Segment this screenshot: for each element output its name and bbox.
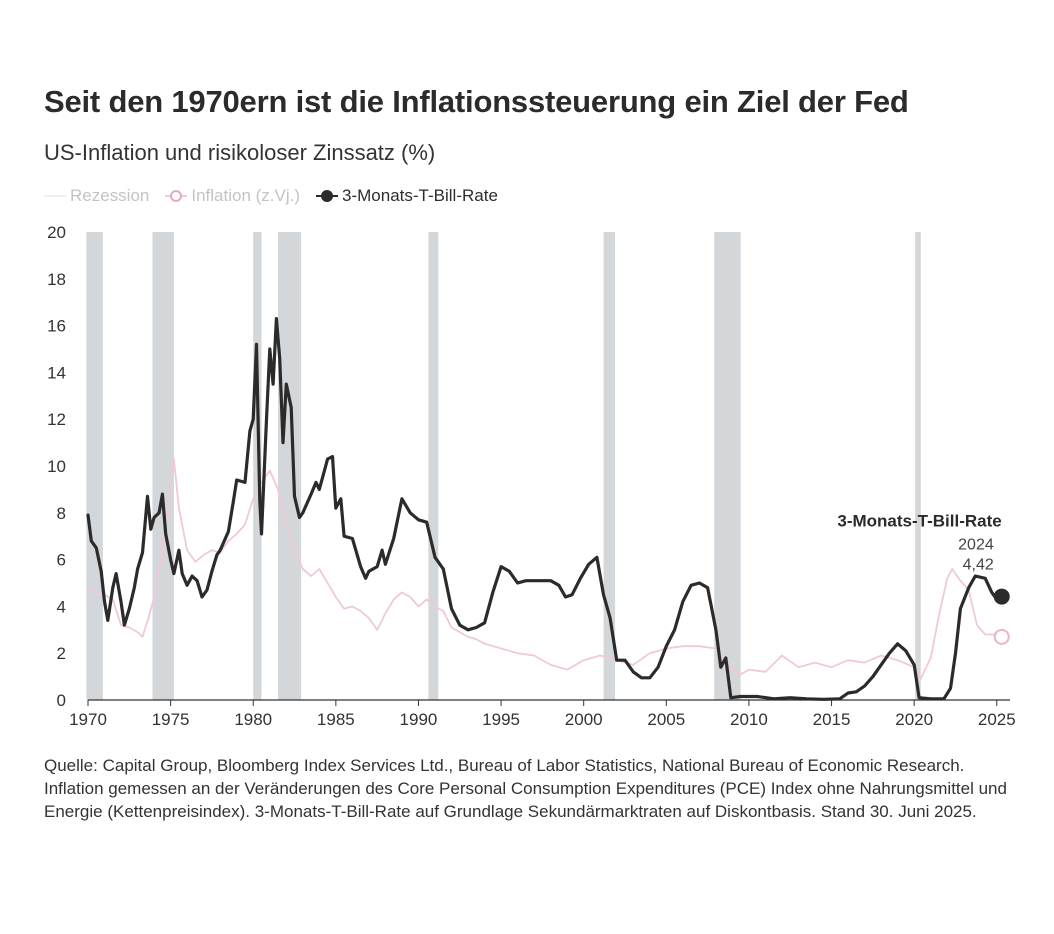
- y-axis: 0 2 4 6 8 10 12 14 16 18 20: [47, 223, 66, 710]
- y-tick-label: 6: [57, 551, 66, 570]
- chart-title: Seit den 1970ern ist die Inflationssteue…: [44, 84, 909, 119]
- y-tick-label: 16: [47, 317, 66, 336]
- recession-band: [278, 232, 302, 700]
- legend-dot-icon: [316, 190, 339, 202]
- x-tick-label: 2000: [565, 710, 603, 729]
- recession-band: [86, 232, 103, 700]
- inflation-line: [87, 458, 1003, 680]
- legend-label-inflation: Inflation (z.Vj.): [191, 186, 301, 205]
- y-tick-label: 20: [47, 223, 66, 242]
- recession-band: [428, 232, 439, 700]
- y-tick-label: 2: [57, 644, 66, 663]
- y-tick-label: 10: [47, 457, 66, 476]
- chart-subtitle: US-Inflation und risikoloser Zinssatz (%…: [44, 140, 436, 165]
- y-tick-label: 18: [47, 270, 66, 289]
- y-tick-label: 14: [47, 363, 66, 382]
- x-tick-label: 1990: [400, 710, 438, 729]
- y-tick-label: 0: [57, 691, 66, 710]
- legend-item-inflation[interactable]: Inflation (z.Vj.): [165, 186, 300, 206]
- y-tick-label: 12: [47, 410, 66, 429]
- chart-legend: Rezession Inflation (z.Vj.) 3-Monats-T-B…: [44, 186, 514, 206]
- tbill-line: [86, 317, 1004, 701]
- series-lines: [86, 317, 1010, 701]
- legend-line-icon: [44, 195, 66, 197]
- y-tick-label: 8: [57, 504, 66, 523]
- x-tick-label: 2010: [730, 710, 768, 729]
- x-tick-label: 2015: [813, 710, 851, 729]
- legend-item-recession[interactable]: Rezession: [44, 186, 149, 206]
- recession-band: [714, 232, 741, 700]
- recession-band: [152, 232, 174, 700]
- legend-circle-icon: [165, 190, 188, 202]
- x-tick-label: 1980: [234, 710, 272, 729]
- x-tick-label: 1970: [69, 710, 107, 729]
- legend-label-tbill: 3-Monats-T-Bill-Rate: [342, 186, 498, 205]
- tbill-end-marker: [993, 588, 1010, 605]
- x-tick-label: 1975: [152, 710, 190, 729]
- x-tick-label: 1995: [482, 710, 520, 729]
- legend-item-tbill[interactable]: 3-Monats-T-Bill-Rate: [316, 186, 498, 206]
- y-tick-label: 4: [57, 597, 66, 616]
- x-axis: 1970 1975 1980 1985 1990 1995 2000 2005 2010 2015…: [69, 699, 1016, 729]
- recession-band: [603, 232, 616, 700]
- x-tick-label: 2005: [647, 710, 685, 729]
- inflation-end-marker: [993, 628, 1010, 645]
- annotation-value: 4,42: [963, 557, 994, 574]
- recession-band: [253, 232, 262, 700]
- annotation-label: 3-Monats-T-Bill-Rate: [837, 512, 1001, 531]
- annotation: 3-Monats-T-Bill-Rate 2024 4,42: [837, 512, 1001, 574]
- x-tick-label: 2020: [895, 710, 933, 729]
- source-note: Quelle: Capital Group, Bloomberg Index S…: [44, 756, 1007, 821]
- x-tick-label: 2025: [978, 710, 1016, 729]
- legend-label-recession: Rezession: [70, 186, 150, 205]
- annotation-year: 2024: [958, 537, 994, 554]
- recession-band: [915, 232, 921, 700]
- recession-bands: [86, 232, 921, 700]
- x-tick-label: 1985: [317, 710, 355, 729]
